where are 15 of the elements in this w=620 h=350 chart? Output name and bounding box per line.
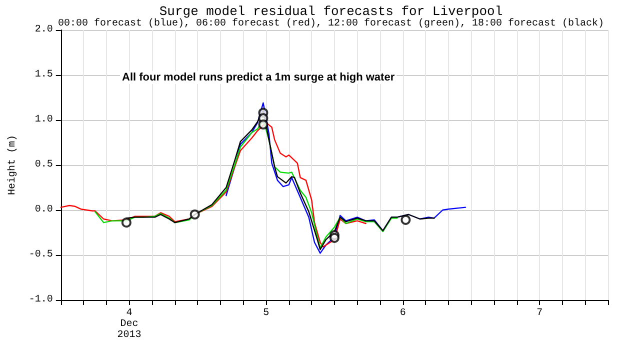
y-tick-label: -0.5 xyxy=(28,250,53,260)
y-tick-label: 2.0 xyxy=(34,24,53,36)
x-tick-label: 6 xyxy=(400,308,406,319)
chart-title: Surge model residual forecasts for Liverpool xyxy=(159,4,503,19)
y-tick-label: 0.5 xyxy=(34,160,53,170)
y-tick-label: -1.0 xyxy=(28,294,53,306)
annotation: All four model runs predict a 1m surge at high water xyxy=(122,72,396,84)
x-tick-label: 7 xyxy=(536,308,543,319)
x-tick-label: 5 xyxy=(263,308,270,319)
y-tick-label: 1.5 xyxy=(34,70,53,80)
chart-subtitle: 00:00 forecast (blue), 06:00 forecast (red), 12:00 forecast (green), 18:00 forecast (black) xyxy=(58,18,604,30)
y-tick-label: 0.0 xyxy=(34,204,53,216)
y-axis-title: Height (m) xyxy=(6,134,18,196)
x-tick-label: 4 Dec 2013 xyxy=(117,308,142,341)
y-tick-label: 1.0 xyxy=(34,114,53,126)
